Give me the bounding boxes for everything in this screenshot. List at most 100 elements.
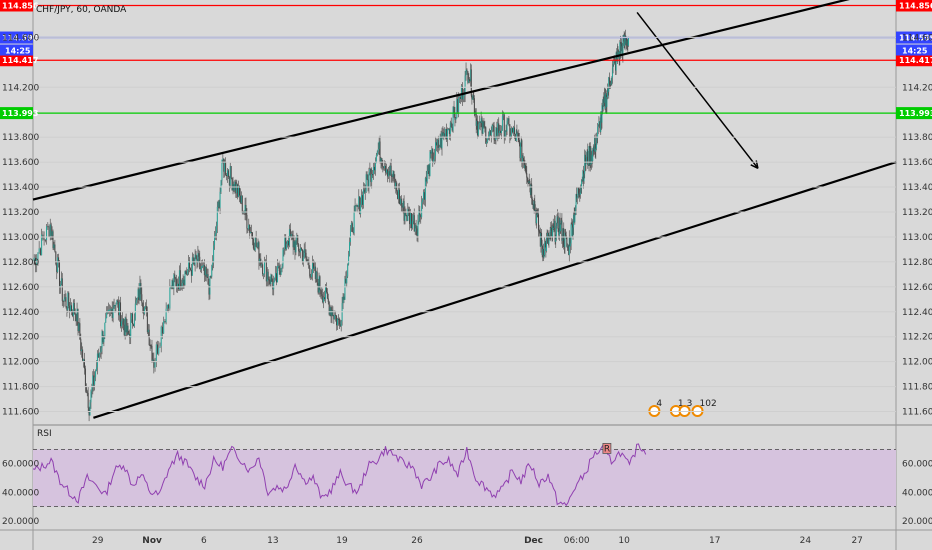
price-candle [621,46,623,56]
price-candle [212,262,214,266]
rsi-series-group: R [32,443,896,507]
price-candle [53,244,55,249]
price-candle [118,301,120,316]
price-candle [74,313,76,315]
price-candle [206,274,208,277]
price-candle [557,216,559,232]
price-ytick-left: 112.600 [2,283,39,293]
price-ytick-left: 113.400 [2,183,39,193]
price-candle [605,93,607,109]
price-candle [132,313,134,325]
price-candle [272,281,274,290]
price-candle [298,244,300,252]
price-candle [43,238,45,240]
price-candle [603,94,605,103]
x-tick: 19 [336,536,348,546]
price-candle [73,302,75,314]
price-ytick-right: 114.600 [902,33,932,43]
price-candle [610,84,612,86]
price-candle [172,280,174,289]
price-candle [476,120,478,126]
price-candle [516,130,518,134]
price-candle [594,137,596,152]
price-candle [524,165,526,169]
price-candle [213,245,215,263]
projection-arrow[interactable] [636,12,759,169]
price-candle [496,127,498,136]
price-ytick-left: 112.400 [2,308,39,318]
price-candle [337,318,339,320]
price-candle [147,329,149,333]
price-candle [184,271,186,285]
price-candle [39,248,41,256]
price-candle [582,170,584,182]
price-candle [59,262,61,287]
price-candle [109,309,111,311]
level-badge-left [0,0,33,12]
price-candle [443,133,445,136]
price-candle [214,233,216,236]
price-candle [410,213,412,229]
price-candle [421,202,423,218]
price-candle [463,95,465,97]
event-marker[interactable] [691,405,704,417]
price-candle [481,118,483,134]
price-candle [320,290,322,295]
price-candle [95,371,97,378]
price-candle [200,269,202,271]
price-candle [104,322,106,337]
price-candle [521,140,523,162]
price-candle [573,214,575,223]
price-candle [558,231,560,236]
level-label-left: 114.417 [2,56,38,65]
price-candle [590,147,592,164]
price-candle [435,142,437,156]
price-candle [159,346,161,348]
price-candle [370,169,372,182]
channel-line-lower[interactable] [93,161,897,419]
price-candle [563,245,565,248]
price-candle [576,196,578,199]
rsi-ytick-left: 40.0000 [2,488,39,498]
price-candle [294,241,296,253]
price-candle [437,139,439,149]
x-tick: 27 [851,536,862,546]
price-candle [424,177,426,200]
price-candle [240,195,242,203]
price-candle [286,243,288,250]
price-candle [528,182,530,184]
price-candle [470,69,472,96]
price-candle [409,212,411,225]
price-candle [325,286,327,293]
level-label-right: 113.993 [899,109,932,118]
price-candle [69,305,71,312]
price-candle [624,35,626,44]
event-marker[interactable] [648,405,661,417]
price-candle [509,124,511,138]
price-candle [399,198,401,205]
price-candle [556,217,558,226]
channel-line-upper[interactable] [32,0,896,201]
price-candle [252,238,254,249]
price-candle [306,259,308,262]
price-candle [552,225,554,238]
price-candle [585,163,587,166]
level-label-right: 114.417 [899,56,932,65]
price-candle [301,249,303,262]
price-candle [288,240,290,246]
price-candle [398,189,400,199]
price-candle [537,214,539,231]
rsi-line[interactable] [32,443,647,507]
price-candle [146,311,148,333]
price-candle [408,209,410,213]
event-marker[interactable] [678,405,691,417]
price-candle [56,263,58,272]
price-candle [465,69,467,76]
price-candle [615,59,617,71]
price-candle [86,391,88,394]
price-candle [253,248,255,251]
price-candle [626,38,628,46]
rsi-event-marker[interactable] [602,443,612,454]
price-candle [607,89,609,92]
